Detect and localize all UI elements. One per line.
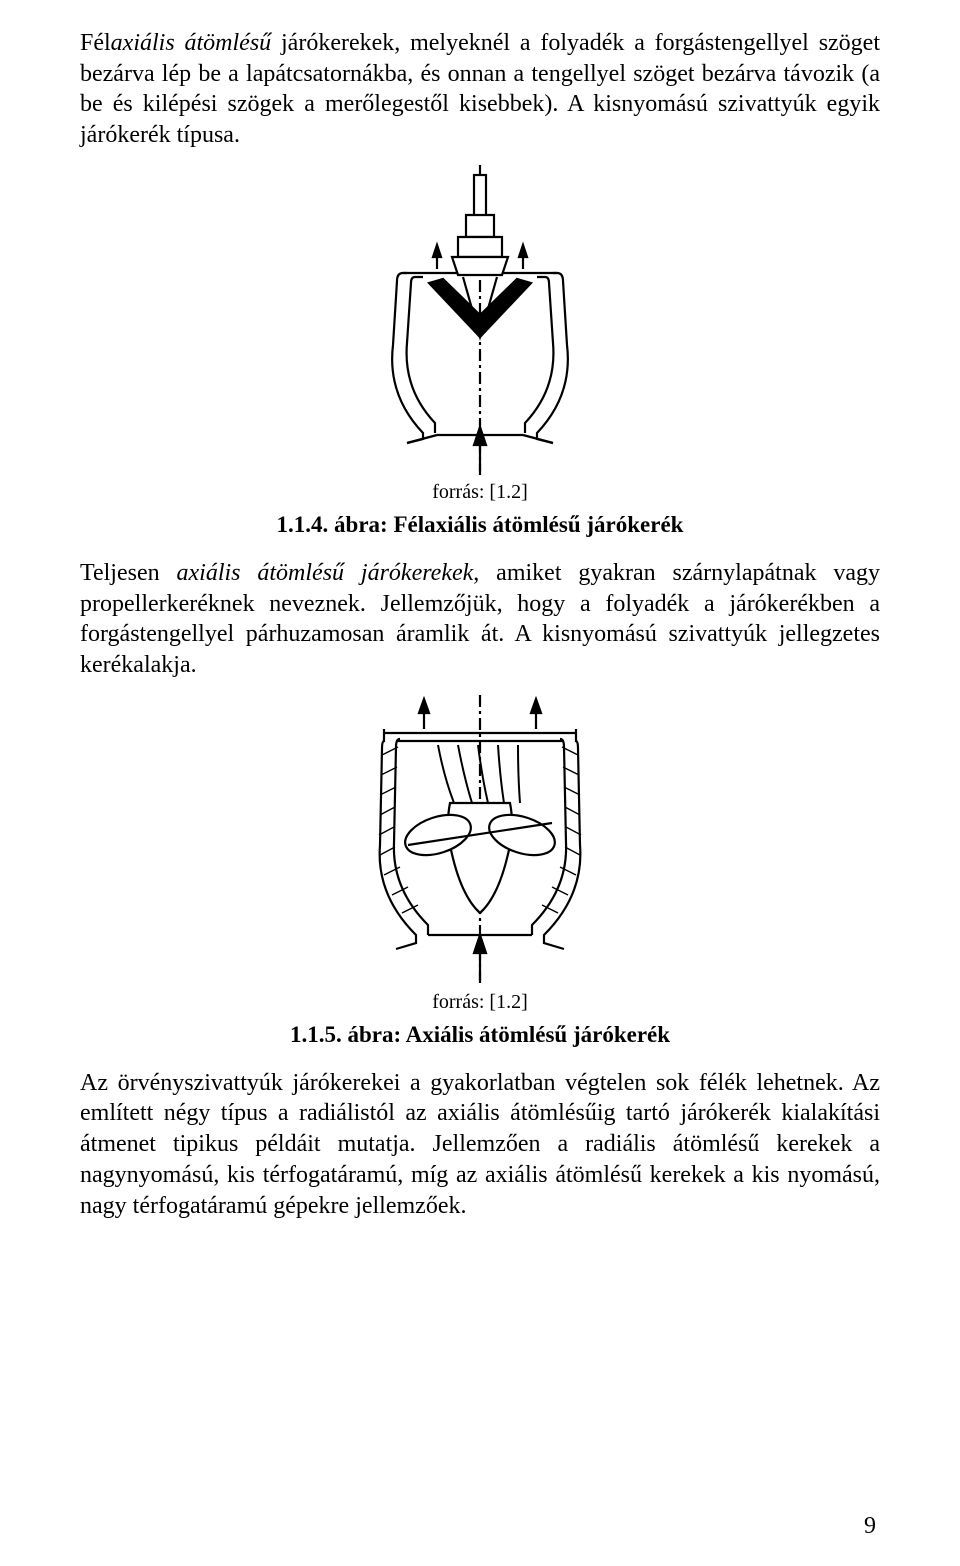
figure-1-source: forrás: [1.2] xyxy=(80,481,880,504)
para1-pre: Fél xyxy=(80,30,111,56)
paragraph-3: Az örvényszivattyúk járókerekei a gyakor… xyxy=(80,1068,880,1222)
document-page: Félaxiális átömlésű járókerekek, melyekn… xyxy=(0,0,960,1566)
page-number: 9 xyxy=(864,1513,876,1540)
figure-2-svg xyxy=(320,695,640,985)
figure-1-caption: 1.1.4. ábra: Félaxiális átömlésű járóker… xyxy=(80,512,880,538)
para2-pre: Teljesen xyxy=(80,560,177,586)
paragraph-2: Teljesen axiális átömlésű járókerekek, a… xyxy=(80,558,880,681)
paragraph-1: Félaxiális átömlésű járókerekek, melyekn… xyxy=(80,28,880,151)
figure-2 xyxy=(80,695,880,985)
para1-emphasis: axiális átömlésű xyxy=(111,30,272,56)
para2-emphasis: axiális átömlésű járókerekek xyxy=(177,560,474,586)
figure-1 xyxy=(80,165,880,475)
figure-1-svg xyxy=(325,165,635,475)
figure-2-source: forrás: [1.2] xyxy=(80,991,880,1014)
figure-2-caption: 1.1.5. ábra: Axiális átömlésű járókerék xyxy=(80,1022,880,1048)
